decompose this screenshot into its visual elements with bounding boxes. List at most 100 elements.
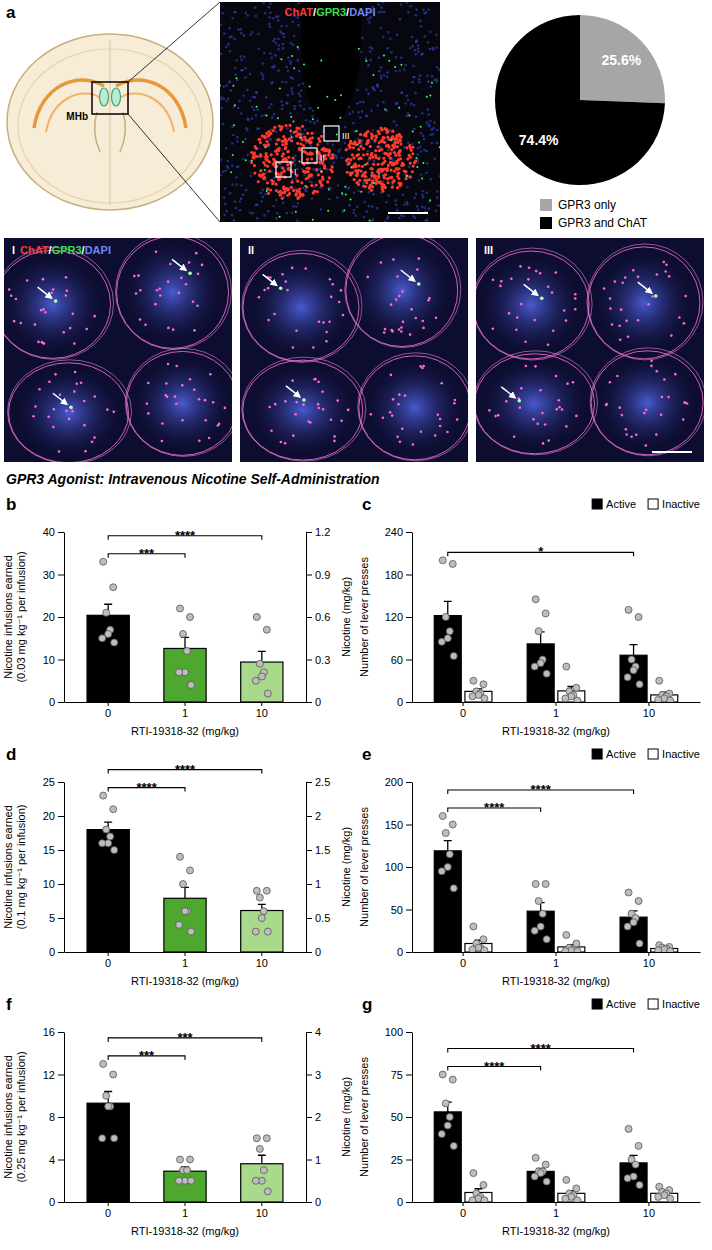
dapi-signal (273, 177, 276, 180)
dapi-signal (382, 36, 385, 39)
dapi-signal (239, 200, 242, 203)
gpr3-mrna-dot (69, 405, 73, 409)
bars (87, 615, 283, 702)
dapi-signal (294, 163, 297, 166)
dapi-signal (298, 84, 301, 87)
chat-signal (386, 144, 389, 147)
dapi-signal (282, 47, 285, 50)
chat-mrna-dot (609, 381, 612, 384)
chat-mrna-dot (347, 409, 350, 412)
chat-mrna-dot (370, 413, 373, 416)
chat-signal (296, 197, 299, 200)
chat-mrna-dot (58, 450, 61, 453)
micrograph-background (220, 2, 440, 222)
chart: 0510152025011000.511.522.5Nicotine (mg/k… (2, 762, 352, 987)
cell-outline (588, 247, 700, 359)
chat-signal (353, 178, 356, 181)
dapi-signal (232, 134, 235, 137)
dapi-signal (275, 217, 278, 220)
chat-signal (396, 175, 399, 178)
chat-mrna-dot (286, 289, 289, 292)
chat-mrna-dot (328, 321, 331, 324)
arrow (501, 387, 515, 398)
dapi-signal (228, 80, 231, 83)
dapi-signal (337, 184, 340, 187)
chat-signal (267, 192, 270, 195)
legend-label: Active (606, 498, 636, 510)
dapi-signal (404, 64, 407, 67)
chat-mrna-dot (336, 399, 339, 402)
legend-swatch (540, 217, 552, 229)
dapi-signal (224, 203, 227, 206)
dapi-signal (299, 95, 302, 98)
chat-mrna-dot (392, 258, 395, 261)
dapi-signal (230, 89, 233, 92)
gpr3-signal (295, 211, 297, 213)
dapi-signal (305, 119, 308, 122)
dapi-signal (227, 97, 230, 100)
gpr3-signal (429, 199, 431, 201)
dapi-signal (240, 59, 243, 62)
gpr3-signal (327, 210, 329, 212)
chat-mrna-dot (144, 323, 147, 326)
dapi-signal (341, 156, 344, 159)
chat-signal (362, 153, 365, 156)
dapi-signal (413, 197, 416, 200)
dapi-signal (231, 165, 234, 168)
chat-mrna-dot (542, 442, 545, 445)
significance-label: * (538, 544, 544, 559)
chat-mrna-dot (268, 406, 271, 409)
dapi-signal (367, 64, 370, 67)
ventricle (300, 2, 362, 128)
error-bars (444, 601, 668, 695)
chat-signal (310, 173, 313, 176)
chat-mrna-dot (322, 321, 325, 324)
gpr3-mrna-dot (540, 297, 544, 301)
chat-signal (311, 136, 314, 139)
chat-mrna-dot (209, 373, 212, 376)
dapi-signal (417, 209, 420, 212)
chat-signal (320, 135, 323, 138)
bar (87, 830, 129, 952)
dapi-signal (352, 212, 355, 215)
chat-mrna-dot (180, 277, 183, 280)
tick-mark (261, 952, 262, 956)
dapi-signal (240, 197, 243, 200)
chat-mrna-dot (605, 403, 608, 406)
dapi-signal (270, 138, 273, 141)
chat-mrna-dot (309, 421, 312, 424)
dapi-signal (420, 53, 423, 56)
data-point (563, 663, 570, 670)
dapi-signal (354, 214, 357, 217)
dapi-signal (404, 102, 407, 105)
dapi-signal (407, 99, 410, 102)
tick: 0.3 (306, 654, 330, 666)
chat-signal (380, 170, 383, 173)
chat-mrna-dot (313, 378, 316, 381)
chat-signal (279, 194, 282, 197)
y2-axis: 00.511.522.5 (306, 776, 330, 958)
chat-mrna-dot (302, 403, 305, 406)
chat-signal (273, 126, 276, 129)
dapi-signal (419, 20, 422, 23)
dapi-signal (363, 200, 366, 203)
chat-signal (378, 180, 381, 183)
dapi-signal (420, 150, 423, 153)
tick-label: 10 (256, 707, 268, 719)
data-point (439, 557, 446, 564)
tick-mark (108, 952, 109, 956)
tick-label: 0 (397, 696, 403, 708)
data-point (111, 639, 118, 646)
chat-mrna-dot (198, 439, 201, 442)
gpr3-signal (279, 87, 281, 89)
data-point (253, 614, 260, 621)
chat-signal (366, 130, 369, 133)
chat-mrna-dot (333, 440, 336, 443)
dapi-signal (310, 181, 313, 184)
tick: 1.2 (306, 526, 330, 538)
dapi-signal (387, 194, 390, 197)
chat-signal (390, 148, 393, 151)
pie-slice (580, 15, 665, 103)
dapi-signal (425, 172, 428, 175)
dapi-signal (398, 217, 401, 220)
